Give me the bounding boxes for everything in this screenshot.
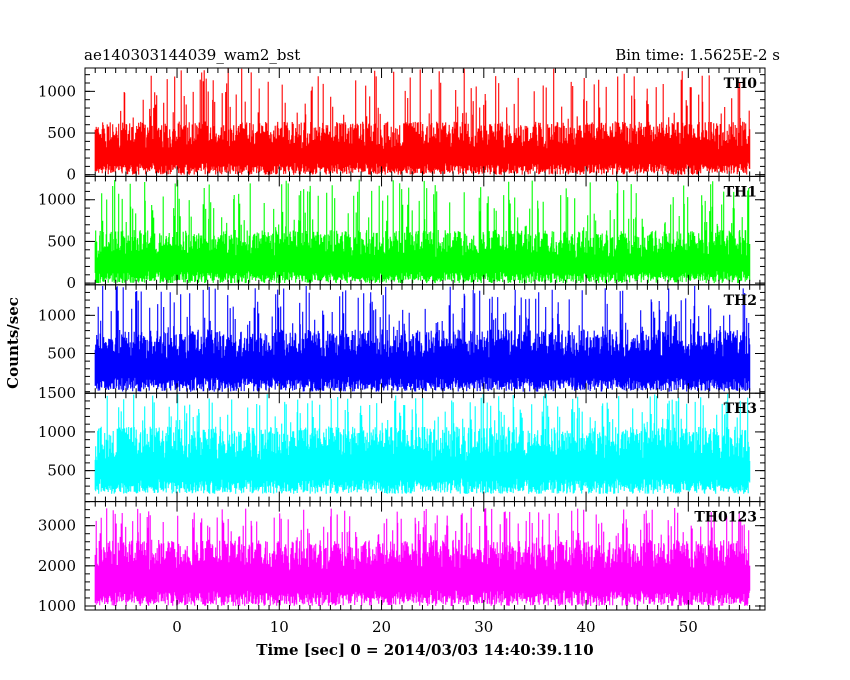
series-th2 bbox=[94, 285, 751, 392]
x-tick-label: 0 bbox=[172, 618, 182, 636]
panel-label-th0123: TH0123 bbox=[694, 510, 757, 526]
y-tick-label-th3: 1000 bbox=[38, 423, 76, 441]
x-tick-label: 20 bbox=[372, 618, 391, 636]
y-tick-label-th0: 0 bbox=[66, 166, 76, 184]
y-tick-label-th1: 1000 bbox=[38, 191, 76, 209]
y-tick-label-th3: 1500 bbox=[38, 384, 76, 402]
panel-label-th2: TH2 bbox=[724, 293, 757, 309]
x-tick-label: 50 bbox=[679, 618, 698, 636]
y-tick-label-th0: 1000 bbox=[38, 82, 76, 100]
series-th0123 bbox=[94, 507, 751, 606]
x-tick-label: 10 bbox=[270, 618, 289, 636]
panel-label-th3: TH3 bbox=[724, 401, 757, 417]
panel-label-th0: TH0 bbox=[724, 76, 758, 92]
series-th1 bbox=[94, 179, 751, 284]
panel-label-th1: TH1 bbox=[724, 184, 757, 200]
y-tick-label-th0123: 2000 bbox=[38, 557, 76, 575]
object-title: ae140303144039_wam2_bst bbox=[84, 46, 300, 64]
series-th0 bbox=[94, 67, 751, 175]
x-tick-label: 40 bbox=[577, 618, 596, 636]
y-tick-label-th0123: 1000 bbox=[38, 597, 76, 615]
series-th3 bbox=[94, 393, 751, 494]
x-tick-label: 30 bbox=[474, 618, 493, 636]
x-axis-title: Time [sec] 0 = 2014/03/03 14:40:39.110 bbox=[256, 641, 593, 659]
y-axis-title: Counts/sec bbox=[4, 297, 22, 389]
panel-frame-th0123 bbox=[84, 501, 766, 611]
y-tick-label-th0123: 3000 bbox=[38, 517, 76, 535]
y-tick-label-th0: 500 bbox=[47, 124, 76, 142]
y-tick-label-th2: 500 bbox=[47, 345, 76, 363]
bin-time-label: Bin time: 1.5625E-2 s bbox=[615, 46, 780, 64]
y-tick-label-th3: 500 bbox=[47, 462, 76, 480]
y-tick-label-th2: 1000 bbox=[38, 306, 76, 324]
y-tick-label-th1: 0 bbox=[66, 274, 76, 292]
y-tick-label-th1: 500 bbox=[47, 232, 76, 250]
